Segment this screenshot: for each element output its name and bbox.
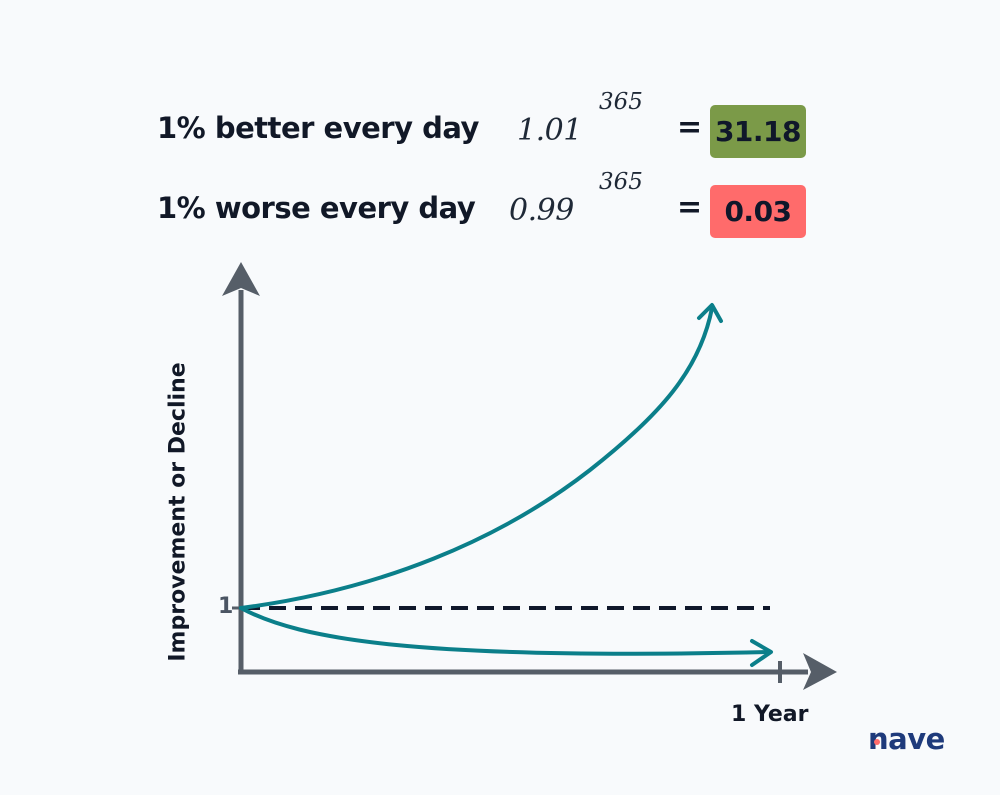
equation-label-worse: 1% worse every day: [157, 191, 476, 225]
logo-dot-icon: [874, 739, 880, 745]
equation-base-better: 1.01: [517, 113, 582, 148]
improvement-curve: [239, 306, 714, 610]
equation-exponent-worse: 365: [599, 169, 643, 195]
equation-base-worse: 0.99: [509, 193, 574, 228]
y-axis-arrow-icon: [222, 262, 260, 296]
equation-exponent-better: 365: [599, 89, 643, 115]
x-axis-label: 1 Year: [731, 702, 809, 727]
equals-sign: =: [677, 190, 703, 225]
equals-sign: =: [677, 110, 703, 145]
brand-logo: nave: [868, 722, 945, 756]
decline-curve: [239, 606, 772, 656]
decline-arrowhead-icon: [750, 639, 773, 667]
result-badge-better: 31.18: [710, 105, 806, 158]
x-axis-arrow-icon: [803, 653, 837, 690]
y-tick-label: 1: [218, 594, 234, 619]
improvement-arrowhead-icon: [697, 303, 723, 323]
logo-text: nave: [868, 722, 945, 756]
equation-label-better: 1% better every day: [157, 111, 479, 145]
y-axis-label: Improvement or Decline: [165, 362, 191, 662]
result-badge-worse: 0.03: [710, 185, 806, 238]
